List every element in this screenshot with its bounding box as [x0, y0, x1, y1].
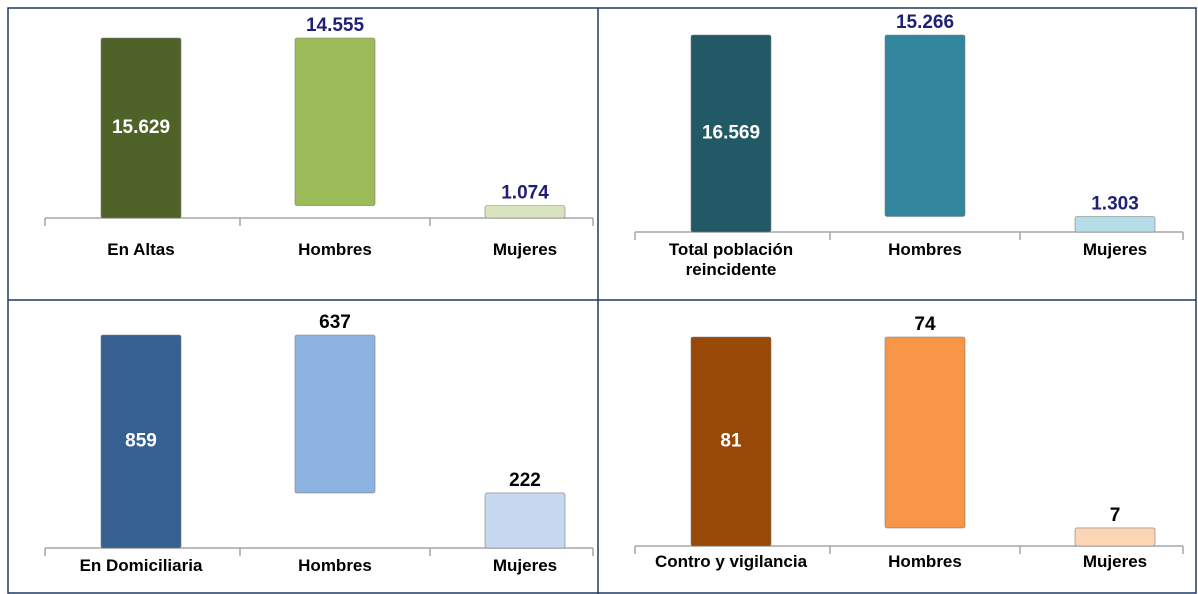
category-label: Mujeres — [1082, 552, 1148, 571]
value-label: 1.303 — [1091, 194, 1139, 215]
bar — [100, 37, 182, 219]
bar — [884, 336, 966, 529]
value-label: 14.555 — [306, 15, 365, 36]
category-label-box: Contro y vigilancia — [654, 552, 808, 571]
bar — [690, 34, 772, 233]
category-label: Hombres — [298, 240, 372, 259]
value-label: 15.629 — [112, 117, 170, 138]
category-label: Hombres — [888, 240, 962, 259]
category-label-box: En Altas — [107, 240, 175, 259]
category-label: Mujeres — [1082, 240, 1148, 259]
category-label: Mujeres — [492, 556, 558, 575]
bar — [884, 34, 966, 217]
category-label-box: Hombres — [888, 552, 962, 571]
bar — [294, 334, 376, 494]
category-label: Mujeres — [492, 240, 558, 259]
value-label: 1.074 — [501, 183, 549, 204]
category-label-box: Mujeres — [1082, 552, 1148, 571]
category-label-box: Hombres — [298, 556, 372, 575]
bar — [1074, 527, 1156, 547]
bar — [100, 334, 182, 549]
category-label: Contro y vigilancia — [654, 552, 808, 571]
category-label-box: Mujeres — [492, 240, 558, 259]
category-label-box: Mujeres — [1082, 240, 1148, 259]
value-label: 637 — [319, 312, 351, 333]
category-label: En Domiciliaria — [79, 556, 203, 575]
value-label: 81 — [720, 431, 742, 452]
bar — [484, 205, 566, 219]
value-label: 859 — [125, 431, 157, 452]
value-label: 7 — [1110, 505, 1121, 526]
category-label: Hombres — [888, 552, 962, 571]
category-label: En Altas — [107, 240, 175, 259]
category-label: Hombres — [298, 556, 372, 575]
category-label-box: Total población reincidente — [668, 240, 794, 279]
value-label: 15.266 — [896, 12, 954, 33]
bar — [690, 336, 772, 547]
category-label-box: Mujeres — [492, 556, 558, 575]
bar — [484, 492, 566, 549]
category-label-box: En Domiciliaria — [79, 556, 203, 575]
value-label: 222 — [509, 470, 541, 491]
bar — [294, 37, 376, 206]
category-label-box: Hombres — [888, 240, 962, 259]
value-label: 74 — [914, 314, 936, 335]
bar — [1074, 216, 1156, 233]
category-label: Total población reincidente — [668, 240, 794, 279]
value-label: 16.569 — [702, 123, 760, 144]
category-label-box: Hombres — [298, 240, 372, 259]
